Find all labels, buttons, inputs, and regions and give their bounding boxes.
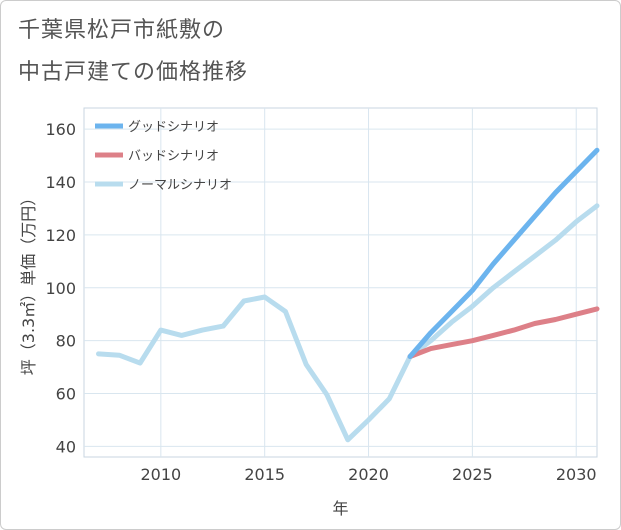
y-tick-label: 160 — [45, 120, 76, 139]
y-tick-label: 140 — [45, 173, 76, 192]
x-tick-label: 2020 — [348, 465, 389, 484]
legend-label-2: ノーマルシナリオ — [128, 178, 232, 193]
plot-area — [83, 107, 598, 458]
legend-label-1: バッドシナリオ — [128, 149, 219, 164]
gridlines — [84, 108, 597, 457]
series-line-2 — [96, 203, 600, 443]
y-tick-label: 60 — [56, 385, 76, 404]
x-tick-label: 2015 — [244, 465, 285, 484]
y-tick-label: 100 — [45, 279, 76, 298]
y-tick-label: 40 — [56, 437, 76, 456]
y-tick-label: 80 — [56, 332, 76, 351]
series-line-0 — [407, 147, 600, 359]
x-tick-label: 2010 — [140, 465, 181, 484]
series-lines — [96, 147, 600, 443]
x-axis-label: 年 — [332, 499, 348, 518]
chart-title-line1: 千葉県松戸市紙敷の — [18, 18, 226, 43]
chart-title-line2: 中古戸建ての価格推移 — [18, 60, 249, 85]
legend-label-0: グッドシナリオ — [128, 120, 219, 135]
y-tick-label: 120 — [45, 226, 76, 245]
axis-ticks: 40 60 80 100 120 140 160 2010 2015 2020 2025 2030 — [45, 120, 596, 484]
x-tick-label: 2030 — [556, 465, 597, 484]
x-tick-label: 2025 — [452, 465, 493, 484]
y-axis-label: 坪（3.3㎡）単価（万円） — [19, 190, 38, 375]
plot-border — [83, 107, 598, 458]
series-line-1 — [407, 306, 600, 359]
